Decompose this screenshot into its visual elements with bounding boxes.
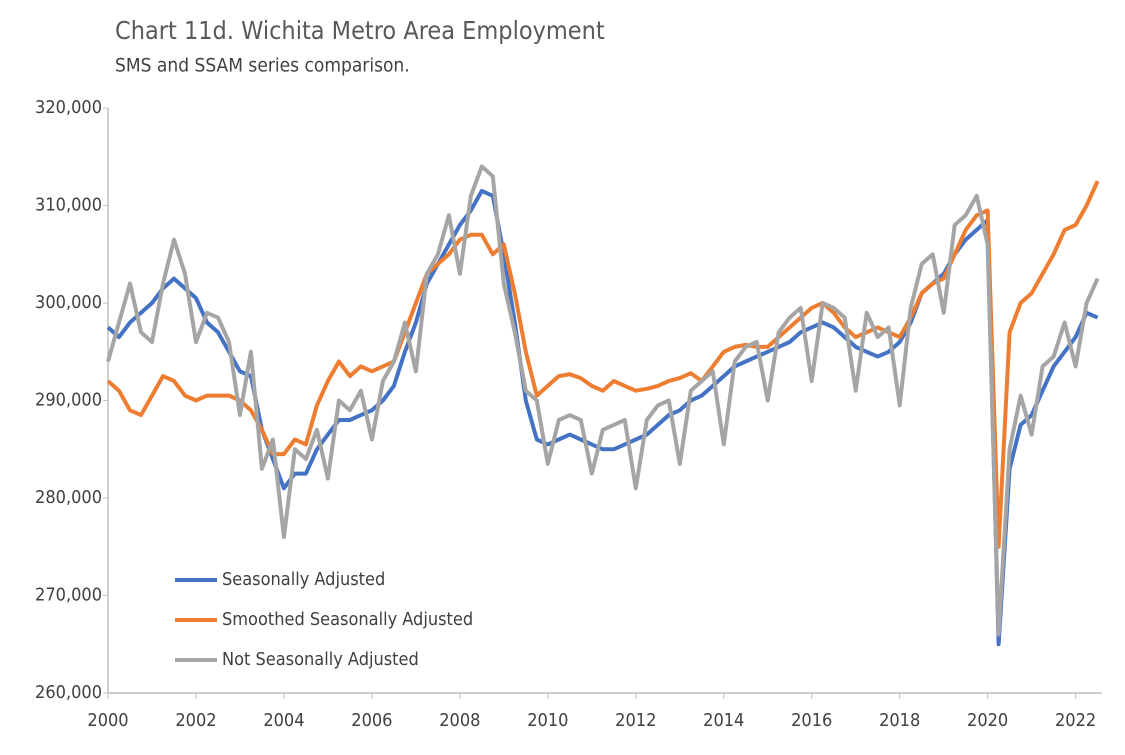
series-line [106,164,1100,637]
series-line [106,180,1100,549]
legend-label: Not Seasonally Adjusted [222,649,419,670]
legend-label: Seasonally Adjusted [222,569,385,590]
x-tick-label: 2006 [351,710,392,731]
y-tick-label: 280,000 [35,487,102,508]
x-tick-label: 2008 [439,710,480,731]
y-tick-label: 320,000 [35,97,102,118]
x-tick-label: 2012 [615,710,656,731]
x-tick-label: 2002 [175,710,216,731]
y-tick-label: 300,000 [35,292,102,313]
chart-subtitle: SMS and SSAM series comparison. [115,55,410,77]
y-tick-label: 260,000 [35,682,102,703]
chart-title: Chart 11d. Wichita Metro Area Employment [115,16,605,45]
legend-label: Smoothed Seasonally Adjusted [222,609,473,630]
x-tick-label: 2014 [703,710,744,731]
x-tick-label: 2020 [967,710,1008,731]
y-tick-label: 270,000 [35,585,102,606]
x-tick-label: 2018 [879,710,920,731]
x-tick-label: 2022 [1055,710,1096,731]
y-tick-label: 290,000 [35,390,102,411]
x-tick-label: 2004 [263,710,304,731]
x-tick-label: 2016 [791,710,832,731]
x-tick-label: 2000 [87,710,128,731]
y-tick-label: 310,000 [35,195,102,216]
x-tick-label: 2010 [527,710,568,731]
